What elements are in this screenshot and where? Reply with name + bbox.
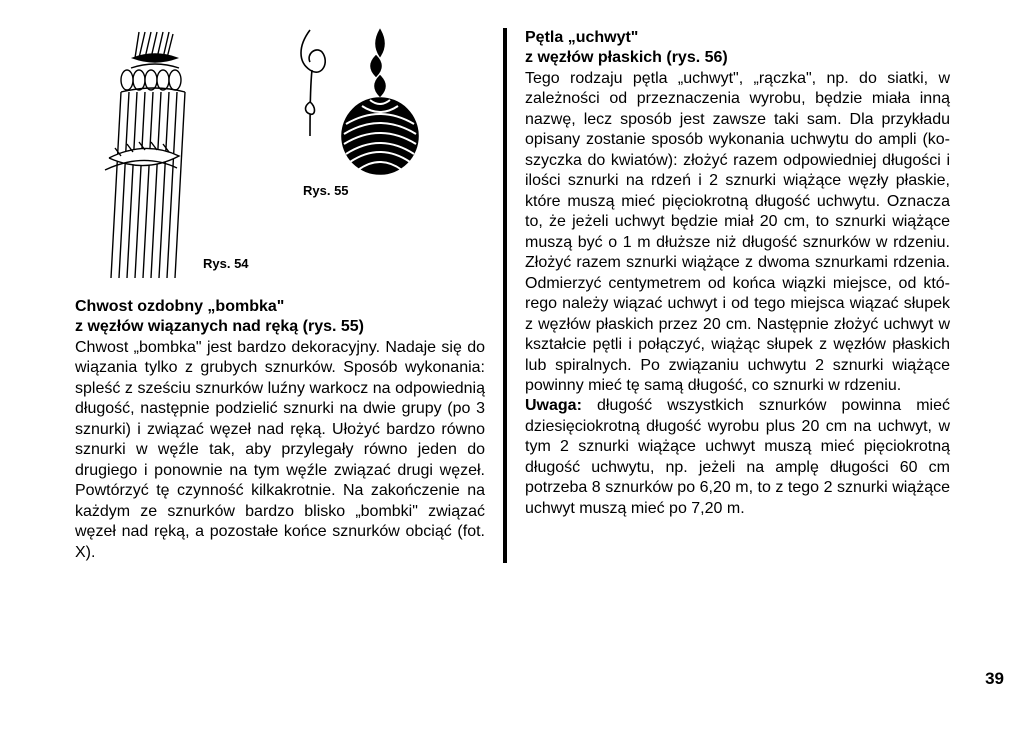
left-heading-1: Chwost ozdobny „bombka" [75, 297, 485, 317]
right-heading-1: Pętla „uchwyt" [525, 28, 950, 48]
left-heading-2: z węzłów wiązanych nad ręką (rys. 55) [75, 317, 485, 337]
right-paragraph-1: Tego rodzaju pętla „uchwyt", „rączka", n… [525, 69, 950, 397]
fig55-caption: Rys. 55 [303, 183, 349, 198]
fig54-caption: Rys. 54 [203, 256, 249, 271]
left-section: Chwost ozdobny „bombka" z węzłów wiązany… [75, 297, 485, 563]
page-number: 39 [985, 669, 1004, 689]
fig-54-illustration [85, 28, 225, 278]
left-column: Rys. 54 Rys. 55 Chwost ozdobny „bombka" … [75, 28, 485, 563]
right-column: Pętla „uchwyt" z węzłów płaskich (rys. 5… [525, 28, 950, 563]
figures-block: Rys. 54 Rys. 55 [75, 28, 485, 293]
uwaga-text: długość wszystkich sznurków powinna mieć… [525, 397, 950, 516]
left-paragraph: Chwost „bombka" jest bardzo dekoracyjny.… [75, 338, 485, 563]
right-heading-2: z węzłów płaskich (rys. 56) [525, 48, 950, 68]
fig-55-illustration [280, 28, 440, 198]
column-divider [503, 28, 507, 563]
uwaga-label: Uwaga: [525, 397, 597, 414]
page: Rys. 54 Rys. 55 Chwost ozdobny „bombka" … [0, 0, 1024, 583]
right-paragraph-2: Uwaga: długość wszystkich sznurków powin… [525, 396, 950, 519]
